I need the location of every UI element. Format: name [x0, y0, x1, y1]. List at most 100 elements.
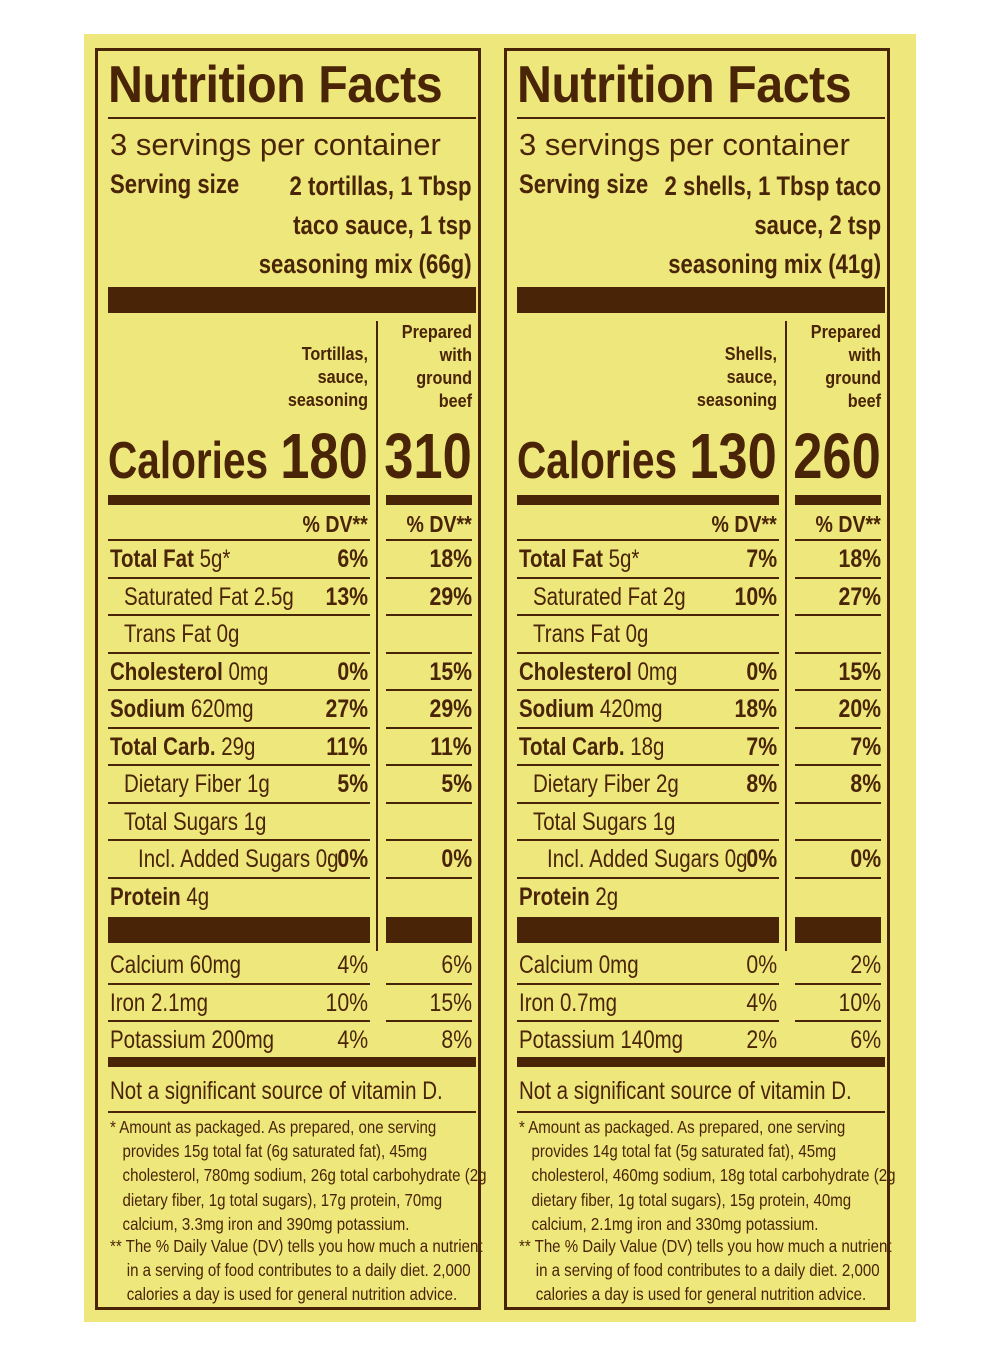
thick-rule-mid-left	[517, 917, 779, 943]
row-rule-left	[108, 726, 370, 729]
mineral-rule-left	[108, 982, 370, 985]
nutrient-bold-label: Sodium	[110, 695, 186, 723]
nutrient-dv-prepared: 15%	[429, 657, 472, 686]
mineral-rule-right	[386, 982, 472, 985]
nutrient-name: Incl. Added Sugars 0g	[547, 845, 748, 874]
thick-rule-mid-right	[386, 917, 472, 943]
nutrient-amount: Trans Fat 0g	[533, 620, 649, 648]
serving-size-value: 2 tortillas, 1 Tbsp taco sauce, 1 tsp se…	[259, 171, 472, 279]
row-rule-right	[386, 726, 472, 729]
nutrient-amount: Dietary Fiber 1g	[124, 770, 270, 798]
row-rule-left	[517, 651, 779, 654]
row-rule-left	[108, 764, 370, 766]
thick-rule-mid-right	[795, 917, 881, 943]
dv-header-prepared: % DV**	[406, 511, 472, 537]
mineral-dv-as-packaged: 0%	[746, 951, 777, 979]
nutrient-bold-label: Protein	[519, 882, 590, 911]
dv-header-as-packaged: % DV**	[711, 511, 777, 537]
mineral-dv-prepared: 2%	[850, 951, 881, 979]
nutrient-name: Saturated Fat 2.5g	[124, 583, 294, 612]
title-rule	[517, 117, 885, 119]
nutrient-amount: Total Sugars 1g	[124, 807, 267, 836]
row-rule-left	[108, 651, 370, 654]
calories-rule-left	[517, 495, 779, 505]
calories-prepared: 310	[384, 420, 472, 492]
nutrient-name: Sodium 420mg	[519, 695, 663, 724]
servings-per-container: 3 servings per container	[110, 127, 441, 162]
calories-rule-left	[108, 495, 370, 505]
column-header-prepared: Prepared with ground beef	[810, 322, 881, 411]
row-rule-right	[386, 539, 472, 541]
nutrient-dv-as-packaged: 0%	[746, 657, 777, 686]
mineral-dv-as-packaged: 10%	[325, 988, 368, 1017]
row-rule-right	[795, 539, 881, 541]
nutrient-name: Total Carb. 18g	[519, 733, 664, 762]
mineral-rule-left	[517, 982, 779, 985]
nutrient-name: Protein 2g	[519, 883, 618, 912]
vitamin-d-note: Not a significant source of vitamin D.	[110, 1077, 443, 1105]
row-rule-left	[517, 876, 779, 879]
nutrient-bold-label: Cholesterol	[519, 657, 632, 686]
nutrient-bold-label: Total Carb.	[110, 732, 216, 761]
row-rule-right	[795, 726, 881, 729]
nutrient-dv-as-packaged: 10%	[734, 582, 777, 611]
mineral-dv-as-packaged: 4%	[337, 951, 368, 979]
mineral-name: Calcium 60mg	[110, 951, 242, 979]
row-rule-right	[795, 576, 881, 579]
mineral-dv-as-packaged: 2%	[746, 1026, 777, 1054]
footnote-as-prepared: * Amount as packaged. As prepared, one s…	[519, 1117, 896, 1234]
row-rule-right	[795, 689, 881, 691]
row-rule-right	[386, 801, 472, 804]
title-rule	[108, 117, 476, 119]
dv-header-as-packaged: % DV**	[302, 511, 368, 537]
calories-as-packaged: 180	[280, 420, 368, 492]
row-rule-left	[517, 576, 779, 579]
nutrient-amount: 2g	[595, 882, 619, 911]
nutrient-amount: Trans Fat 0g	[124, 620, 240, 648]
column-divider	[785, 321, 787, 951]
nutrient-dv-prepared: 29%	[429, 695, 472, 723]
nutrient-name: Dietary Fiber 2g	[533, 770, 679, 799]
nutrient-name: Dietary Fiber 1g	[124, 770, 270, 799]
calories-as-packaged: 130	[689, 420, 777, 492]
column-header-as-packaged: Tortillas, sauce, seasoning	[287, 344, 368, 410]
nutrient-dv-as-packaged: 7%	[746, 545, 777, 573]
nutrient-amount: Saturated Fat 2.5g	[124, 582, 294, 611]
nutrient-amount: 18g	[630, 732, 665, 761]
row-rule-right	[795, 764, 881, 766]
nutrient-amount: 0mg	[228, 657, 269, 686]
mineral-dv-prepared: 10%	[838, 988, 881, 1017]
thick-rule-bottom	[517, 1057, 885, 1067]
row-rule-right	[386, 576, 472, 579]
nutrient-amount: Total Sugars 1g	[533, 807, 676, 836]
nutrient-bold-label: Total Fat	[519, 545, 603, 573]
nutrient-amount: Incl. Added Sugars 0g	[547, 845, 748, 873]
row-rule-left	[108, 801, 370, 804]
nutrient-dv-prepared: 15%	[838, 657, 881, 686]
serving-size-label: Serving size	[110, 169, 240, 199]
nutrient-dv-prepared: 7%	[850, 732, 881, 761]
nutrient-dv-prepared: 0%	[441, 845, 472, 873]
column-header-prepared: Prepared with ground beef	[401, 322, 472, 411]
row-rule-left	[517, 801, 779, 804]
vitamin-d-note: Not a significant source of vitamin D.	[519, 1077, 852, 1105]
nutrient-name: Incl. Added Sugars 0g	[138, 845, 339, 874]
servings-per-container: 3 servings per container	[519, 127, 850, 162]
dv-header-prepared: % DV**	[815, 511, 881, 537]
row-rule-right	[386, 764, 472, 766]
column-divider	[376, 321, 378, 951]
thick-rule-top	[108, 287, 476, 313]
nutrient-name: Total Sugars 1g	[533, 808, 675, 837]
nutrient-dv-as-packaged: 0%	[746, 845, 777, 873]
row-rule-left	[108, 539, 370, 541]
nutrient-amount: 5g*	[199, 545, 231, 573]
nutrient-name: Total Sugars 1g	[124, 808, 266, 837]
nutrient-dv-as-packaged: 18%	[734, 695, 777, 723]
nutrient-dv-as-packaged: 11%	[326, 732, 368, 761]
label-background	[84, 34, 916, 1322]
nutrient-amount: 420mg	[599, 695, 663, 723]
mineral-name: Iron 2.1mg	[110, 988, 209, 1017]
row-rule-right	[386, 689, 472, 691]
nutrient-amount: 4g	[186, 882, 210, 911]
row-rule-right	[795, 876, 881, 879]
